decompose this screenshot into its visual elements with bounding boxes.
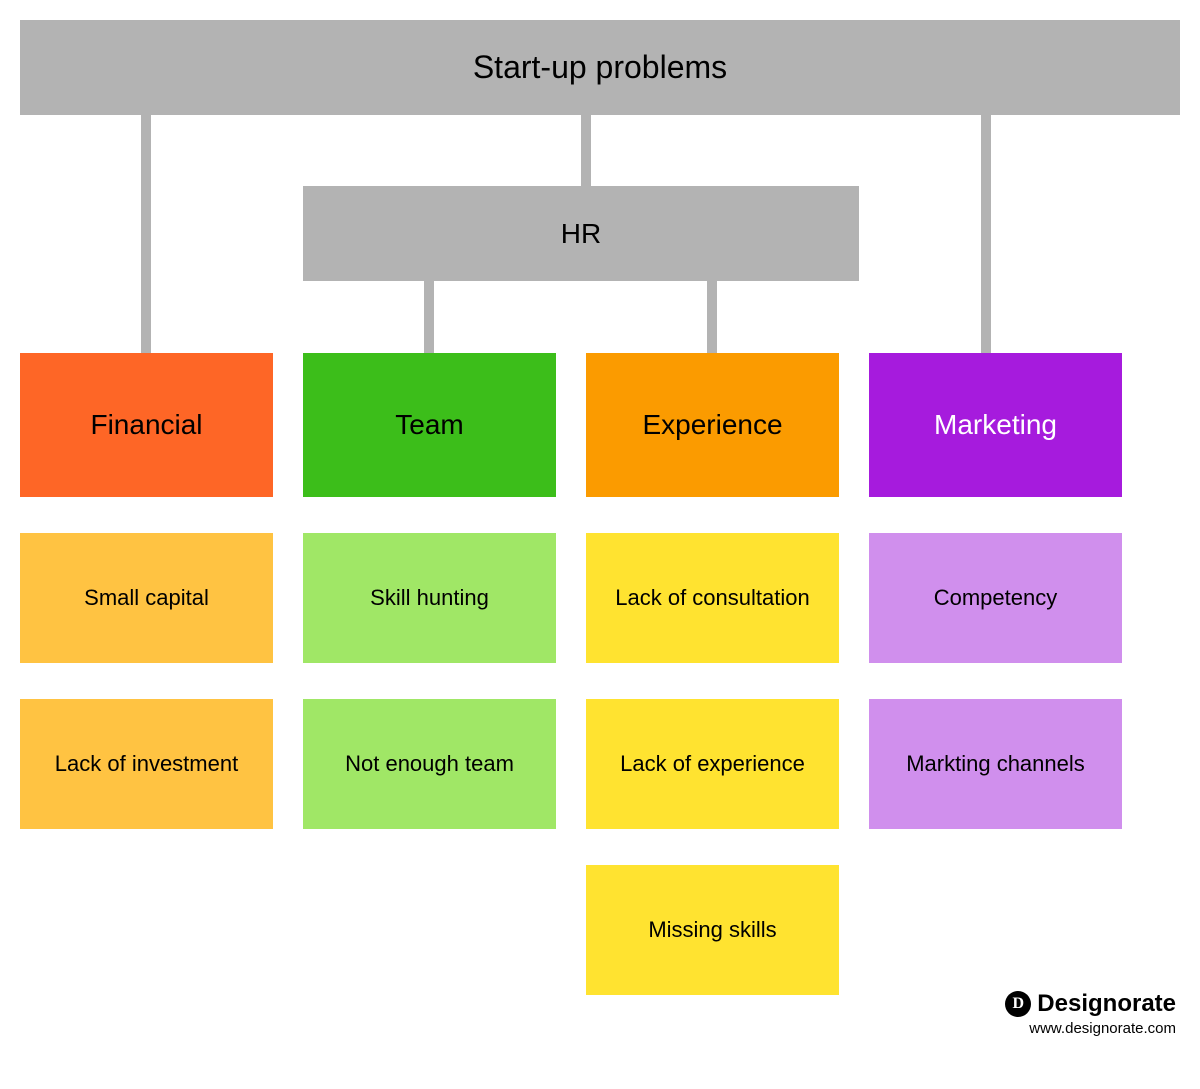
child-node: Not enough team (303, 699, 556, 829)
logo-icon: D (1005, 991, 1031, 1017)
child-node: Markting channels (869, 699, 1122, 829)
child-node: Competency (869, 533, 1122, 663)
category-header: Team (303, 353, 556, 497)
category-header: Experience (586, 353, 839, 497)
category-header: Marketing (869, 353, 1122, 497)
hr-node: HR (303, 186, 859, 281)
attribution: D Designorate www.designorate.com (1005, 990, 1176, 1037)
connector (141, 115, 151, 353)
brand-url: www.designorate.com (1005, 1020, 1176, 1037)
connector (707, 281, 717, 353)
child-node: Small capital (20, 533, 273, 663)
brand-name: Designorate (1037, 990, 1176, 1018)
child-node: Lack of experience (586, 699, 839, 829)
child-node: Missing skills (586, 865, 839, 995)
connector (981, 115, 991, 353)
connector (581, 115, 591, 186)
child-node: Lack of consultation (586, 533, 839, 663)
root-node: Start-up problems (20, 20, 1180, 115)
child-node: Lack of investment (20, 699, 273, 829)
connector (424, 281, 434, 353)
child-node: Skill hunting (303, 533, 556, 663)
category-header: Financial (20, 353, 273, 497)
